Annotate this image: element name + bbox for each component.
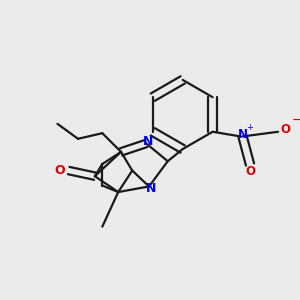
Text: O: O (280, 123, 290, 136)
Text: N: N (146, 182, 156, 195)
Text: O: O (245, 166, 255, 178)
Text: −: − (292, 114, 300, 127)
Text: N: N (238, 128, 248, 141)
Text: +: + (247, 123, 254, 132)
Text: O: O (54, 164, 64, 177)
Text: N: N (143, 135, 153, 148)
